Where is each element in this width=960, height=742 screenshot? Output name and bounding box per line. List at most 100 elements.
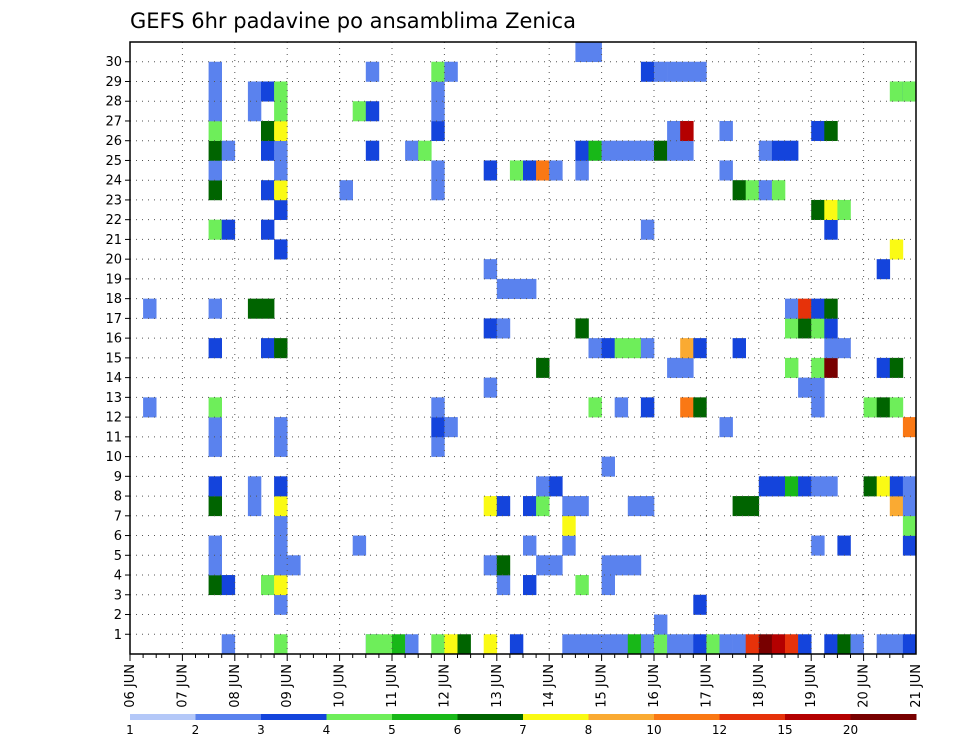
y-tick-label: 14 [105,371,122,386]
precip-cell [719,120,733,142]
precip-cell [785,140,799,161]
precip-cell [575,634,589,655]
x-tick-label: 08 JUN [228,664,243,708]
precip-cell [208,338,222,359]
y-axis: 1234567891011121314151617181920212223242… [105,55,130,643]
precip-cell [444,61,458,82]
precip-cell [680,357,694,378]
precip-cell [536,357,550,378]
legend-swatch [195,714,262,720]
precip-cell [208,397,222,418]
precip-cell [902,535,917,556]
precip-cell [208,180,222,201]
precip-cell [732,180,746,201]
precip-cell [221,634,236,655]
precip-cell [654,140,668,161]
y-tick-label: 1 [114,628,122,643]
precip-cell [654,614,668,635]
legend-swatch [654,714,720,720]
precip-cell [431,61,445,82]
precip-cell [798,298,812,319]
grid-lines [130,42,917,654]
precip-cell [274,101,288,122]
precip-cell [261,338,275,359]
precip-cell [221,575,236,596]
y-tick-label: 8 [114,490,122,505]
precip-cell [208,476,222,497]
precip-cell [876,634,891,655]
precip-cell [902,417,917,438]
precip-cell [143,298,157,319]
precip-cell [889,81,904,102]
precip-cell [509,278,524,299]
y-tick-label: 19 [105,272,122,287]
precip-cell [601,140,615,161]
precip-cell [745,634,760,655]
precip-cell [339,180,353,201]
x-tick-label: 18 JUN [752,664,767,708]
y-tick-label: 18 [105,292,122,307]
precip-cell [693,397,707,418]
legend-swatch [850,714,917,720]
precip-cell [588,397,602,418]
precip-cell [640,397,655,418]
precip-cell [785,298,799,319]
x-tick-label: 16 JUN [647,664,662,708]
precip-cell [798,377,812,398]
precip-cell [496,555,511,576]
precip-cell [261,140,275,161]
precip-cell [483,634,498,655]
precip-cell [640,634,655,655]
y-tick-label: 25 [105,154,122,169]
precip-cell [850,634,864,655]
precip-cell [876,357,891,378]
precip-cell [837,634,851,655]
precip-cell [614,634,629,655]
y-tick-label: 16 [105,332,122,347]
legend-label: 1 [126,723,134,737]
precip-cell [837,199,851,220]
precip-cell [208,120,222,142]
precip-cell [837,535,851,556]
precip-cell [247,101,262,122]
precip-cell [365,140,380,161]
precip-cell [221,140,236,161]
x-tick-label: 21 JUN [909,664,924,708]
precip-cell [247,298,262,319]
precip-cell [811,535,825,556]
precip-cell [876,476,891,497]
legend-label: 5 [388,723,396,737]
y-tick-label: 7 [114,509,122,524]
precip-cell [863,476,877,497]
precip-cell [208,61,222,82]
precip-cell [523,496,537,517]
precip-cell [902,476,917,497]
y-tick-label: 27 [105,114,122,129]
precip-cell [418,140,432,161]
precip-cell [247,496,262,517]
precip-cell [654,61,668,82]
precip-cell [549,476,563,497]
precip-cell [601,456,615,477]
precip-cell [719,417,733,438]
precip-cell [483,318,498,339]
precip-cell [274,535,288,556]
precip-cell [771,180,786,201]
precip-cell [785,357,799,378]
precip-cell [654,634,668,655]
precip-cell [457,634,471,655]
precip-cell [392,634,406,655]
color-legend: 1 2 3 4 5 6 7 8 10 12 15 20 [126,714,917,737]
precip-cell [771,140,786,161]
legend-label: 8 [585,723,593,737]
precip-cell [785,476,799,497]
precip-cell [680,120,694,142]
precip-cell [208,417,222,438]
y-tick-label: 9 [114,470,122,485]
precip-cell [274,417,288,438]
precip-cell [536,476,550,497]
y-tick-label: 2 [114,608,122,623]
precip-cell [876,259,891,280]
legend-label: 15 [777,723,792,737]
y-tick-label: 26 [105,134,122,149]
